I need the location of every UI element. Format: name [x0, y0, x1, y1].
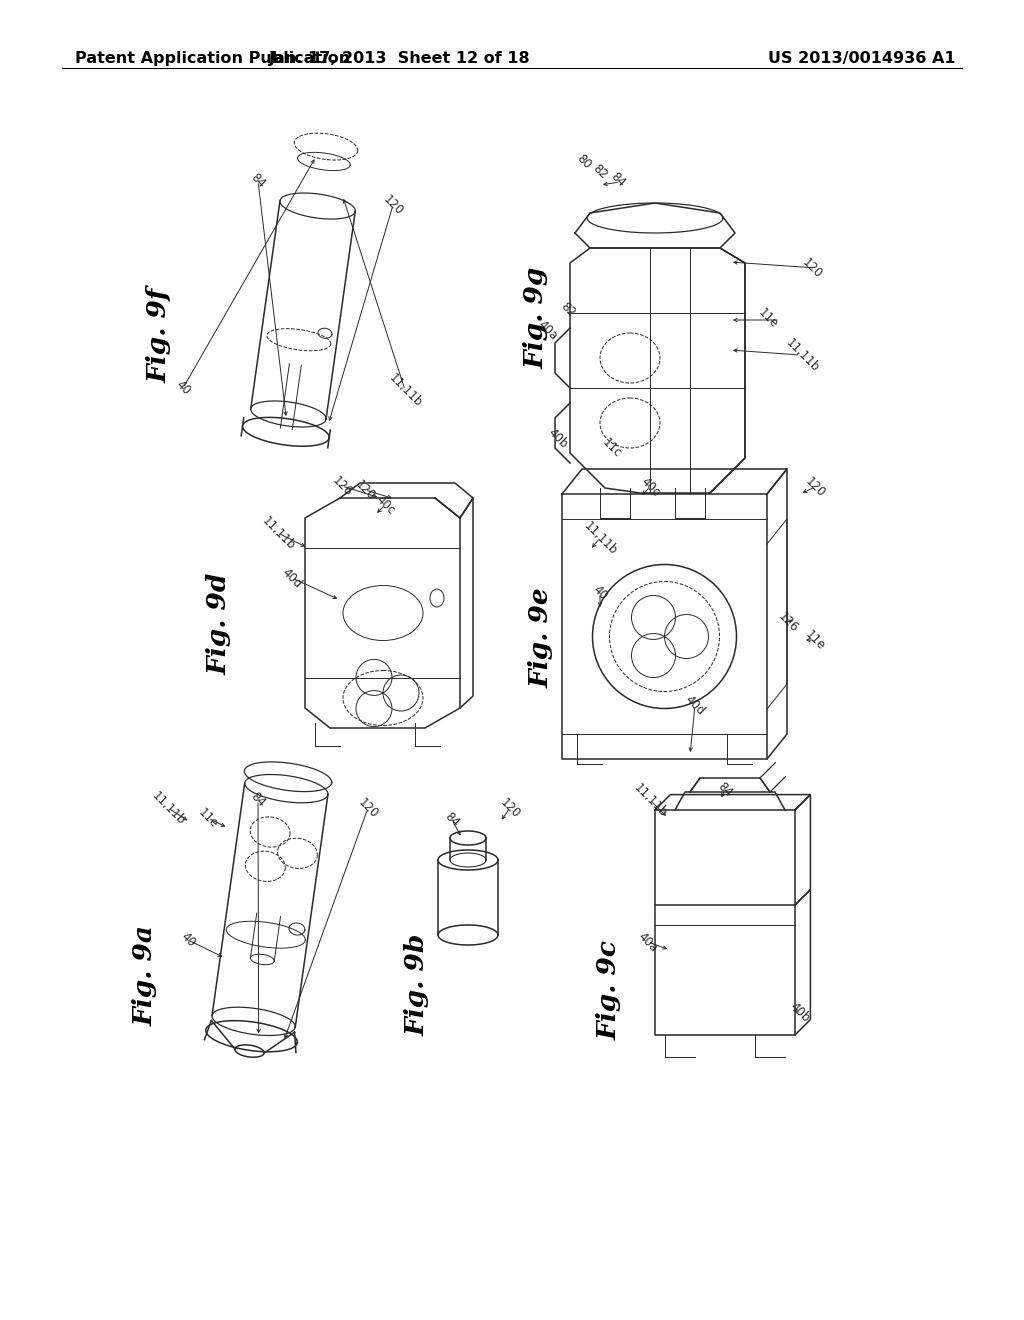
Text: 82: 82 [590, 162, 610, 182]
Text: 40: 40 [178, 931, 198, 950]
Text: 40: 40 [173, 378, 193, 397]
Text: 120: 120 [355, 796, 381, 821]
Text: 120: 120 [803, 474, 827, 499]
Text: 11e: 11e [756, 305, 780, 330]
Text: Jan. 17, 2013  Sheet 12 of 18: Jan. 17, 2013 Sheet 12 of 18 [269, 50, 530, 66]
Text: 120: 120 [800, 256, 824, 281]
Text: 120: 120 [352, 478, 378, 503]
Text: 11,11b: 11,11b [581, 519, 620, 557]
Text: 82: 82 [558, 300, 578, 319]
Text: 11e: 11e [196, 805, 220, 830]
Text: 11,11b: 11,11b [386, 371, 424, 409]
Text: 40d: 40d [280, 565, 304, 590]
Text: 40a: 40a [536, 318, 560, 342]
Text: 40: 40 [590, 583, 610, 603]
Text: Fig. 9c: Fig. 9c [597, 940, 622, 1040]
Text: 40a: 40a [636, 929, 660, 954]
Text: 40b: 40b [787, 999, 812, 1024]
Text: 11,11b: 11,11b [259, 513, 297, 552]
Text: 80: 80 [574, 152, 594, 172]
Text: Fig. 9g: Fig. 9g [523, 267, 549, 370]
Text: 126: 126 [330, 474, 354, 499]
Text: 84: 84 [248, 172, 268, 191]
Text: US 2013/0014936 A1: US 2013/0014936 A1 [768, 50, 955, 66]
Text: 126: 126 [775, 610, 801, 635]
Text: 40c: 40c [373, 492, 397, 517]
Text: Fig. 9a: Fig. 9a [132, 924, 158, 1026]
Text: Fig. 9b: Fig. 9b [404, 933, 429, 1036]
Text: 40d: 40d [682, 693, 708, 718]
Text: 84: 84 [442, 810, 462, 830]
Text: 120: 120 [381, 193, 406, 218]
Text: 11c: 11c [600, 436, 625, 461]
Text: Patent Application Publication: Patent Application Publication [75, 50, 350, 66]
Text: 11,11b: 11,11b [782, 335, 821, 374]
Text: 40b: 40b [546, 425, 570, 450]
Text: Fig. 9d: Fig. 9d [207, 573, 231, 676]
Text: Fig. 9f: Fig. 9f [146, 288, 171, 383]
Text: 40c: 40c [638, 475, 663, 499]
Text: 11,11b: 11,11b [148, 789, 187, 828]
Text: 84: 84 [248, 791, 268, 810]
Text: 120: 120 [498, 796, 522, 821]
Text: 84: 84 [715, 780, 735, 800]
Text: Fig. 9e: Fig. 9e [528, 587, 554, 688]
Text: 11e: 11e [803, 627, 827, 652]
Text: 11,11b: 11,11b [631, 781, 669, 820]
Text: 84: 84 [608, 170, 628, 190]
